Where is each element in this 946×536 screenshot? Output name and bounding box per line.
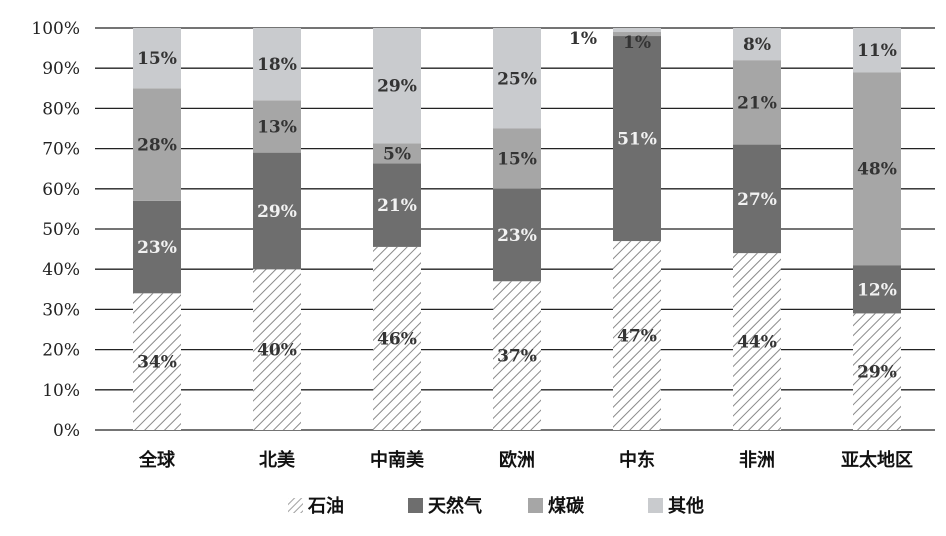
y-tick-label: 40% [42,260,80,280]
y-tick-label: 20% [42,341,80,361]
data-label: 15% [497,150,537,170]
bar-segment [853,72,901,266]
legend: 石油 天然气 煤碳 其他 [288,495,704,517]
bar-segment [253,28,301,101]
legend-item: 天然气 [408,495,482,517]
legend-label: 煤碳 [548,495,585,517]
data-label: 1% [569,29,597,49]
data-label: 11% [857,41,897,61]
data-label: 5% [383,144,411,164]
x-axis-category-labels: 全球 北美 中南美 欧洲 中东 非洲 亚太地区 [138,449,913,471]
x-category-label: 中东 [619,449,655,471]
data-label: 13% [257,117,297,137]
data-label: 40% [257,341,297,361]
bars [133,28,901,430]
data-label: 47% [617,327,657,347]
data-label: 29% [257,202,297,222]
legend-swatch [408,498,423,513]
data-label: 21% [377,196,417,216]
y-tick-label: 30% [42,300,80,320]
x-category-label: 中南美 [370,449,424,471]
bar-segment [853,265,901,314]
data-labels: 34% 23% 28% 15% 40% 29% 13% 18% 46% 21% 5% 29% 37% 23… [137,29,897,383]
x-category-label: 亚太地区 [841,449,913,471]
y-tick-label: 70% [42,140,80,160]
data-label: 27% [737,190,777,210]
legend-item: 煤碳 [528,495,585,517]
data-label: 23% [137,238,177,258]
y-tick-label: 0% [53,421,80,441]
data-label: 48% [857,160,897,180]
bar-segment [133,200,181,294]
data-label: 1% [623,33,651,53]
y-tick-label: 50% [42,220,80,240]
y-tick-label: 80% [42,99,80,119]
data-label: 34% [137,353,177,373]
bar-segment [493,281,541,430]
legend-label: 其他 [668,495,704,517]
data-label: 37% [497,347,537,367]
data-label: 21% [737,93,777,113]
data-label: 29% [857,363,897,383]
y-tick-label: 60% [42,180,80,200]
bar-segment [133,28,181,89]
legend-label: 石油 [307,495,344,517]
x-category-label: 非洲 [739,449,775,471]
bar-segment [253,100,301,153]
legend-item: 石油 [288,495,344,517]
x-category-label: 全球 [138,449,176,471]
data-label: 44% [737,333,777,353]
y-tick-label: 10% [42,381,80,401]
data-label: 12% [857,280,897,300]
bar-segment [133,88,181,201]
data-label: 25% [497,69,537,89]
bar-segment [373,143,421,164]
bar-segment [613,36,661,242]
data-label: 46% [377,329,417,349]
y-tick-label: 90% [42,59,80,79]
bar-segment [733,253,781,430]
x-category-label: 北美 [259,449,295,471]
bar-segment [493,128,541,189]
bar-segment [733,60,781,145]
legend-swatch [528,498,543,513]
bar-segment [253,269,301,430]
bar-segment [493,28,541,129]
legend-item: 其他 [648,495,704,517]
bar-segment [133,293,181,430]
y-tick-label: 100% [31,19,80,39]
data-label: 29% [377,77,417,97]
bar-segment [613,241,661,430]
x-category-label: 欧洲 [499,449,535,471]
bar-segment [853,28,901,73]
bar-segment [733,144,781,254]
bar-segment [373,28,421,144]
bar-segment [613,28,661,33]
data-label: 51% [617,130,657,150]
bar-segment [493,188,541,282]
data-label: 23% [497,226,537,246]
bar-segment [853,313,901,430]
bar-segment [613,32,661,37]
bar-segment [733,28,781,61]
legend-swatch [288,498,303,513]
legend-label: 天然气 [428,495,482,517]
data-label: 15% [137,49,177,69]
bar-segment [253,152,301,270]
data-label: 8% [743,35,771,55]
bar-segment [373,163,421,247]
legend-swatch [648,498,663,513]
bar-segment [373,246,421,430]
data-label: 28% [137,136,177,156]
y-axis-tick-labels: 0% 10% 20% 30% 40% 50% 60% 70% 80% 90% 100% [31,19,80,441]
data-label: 18% [257,55,297,75]
